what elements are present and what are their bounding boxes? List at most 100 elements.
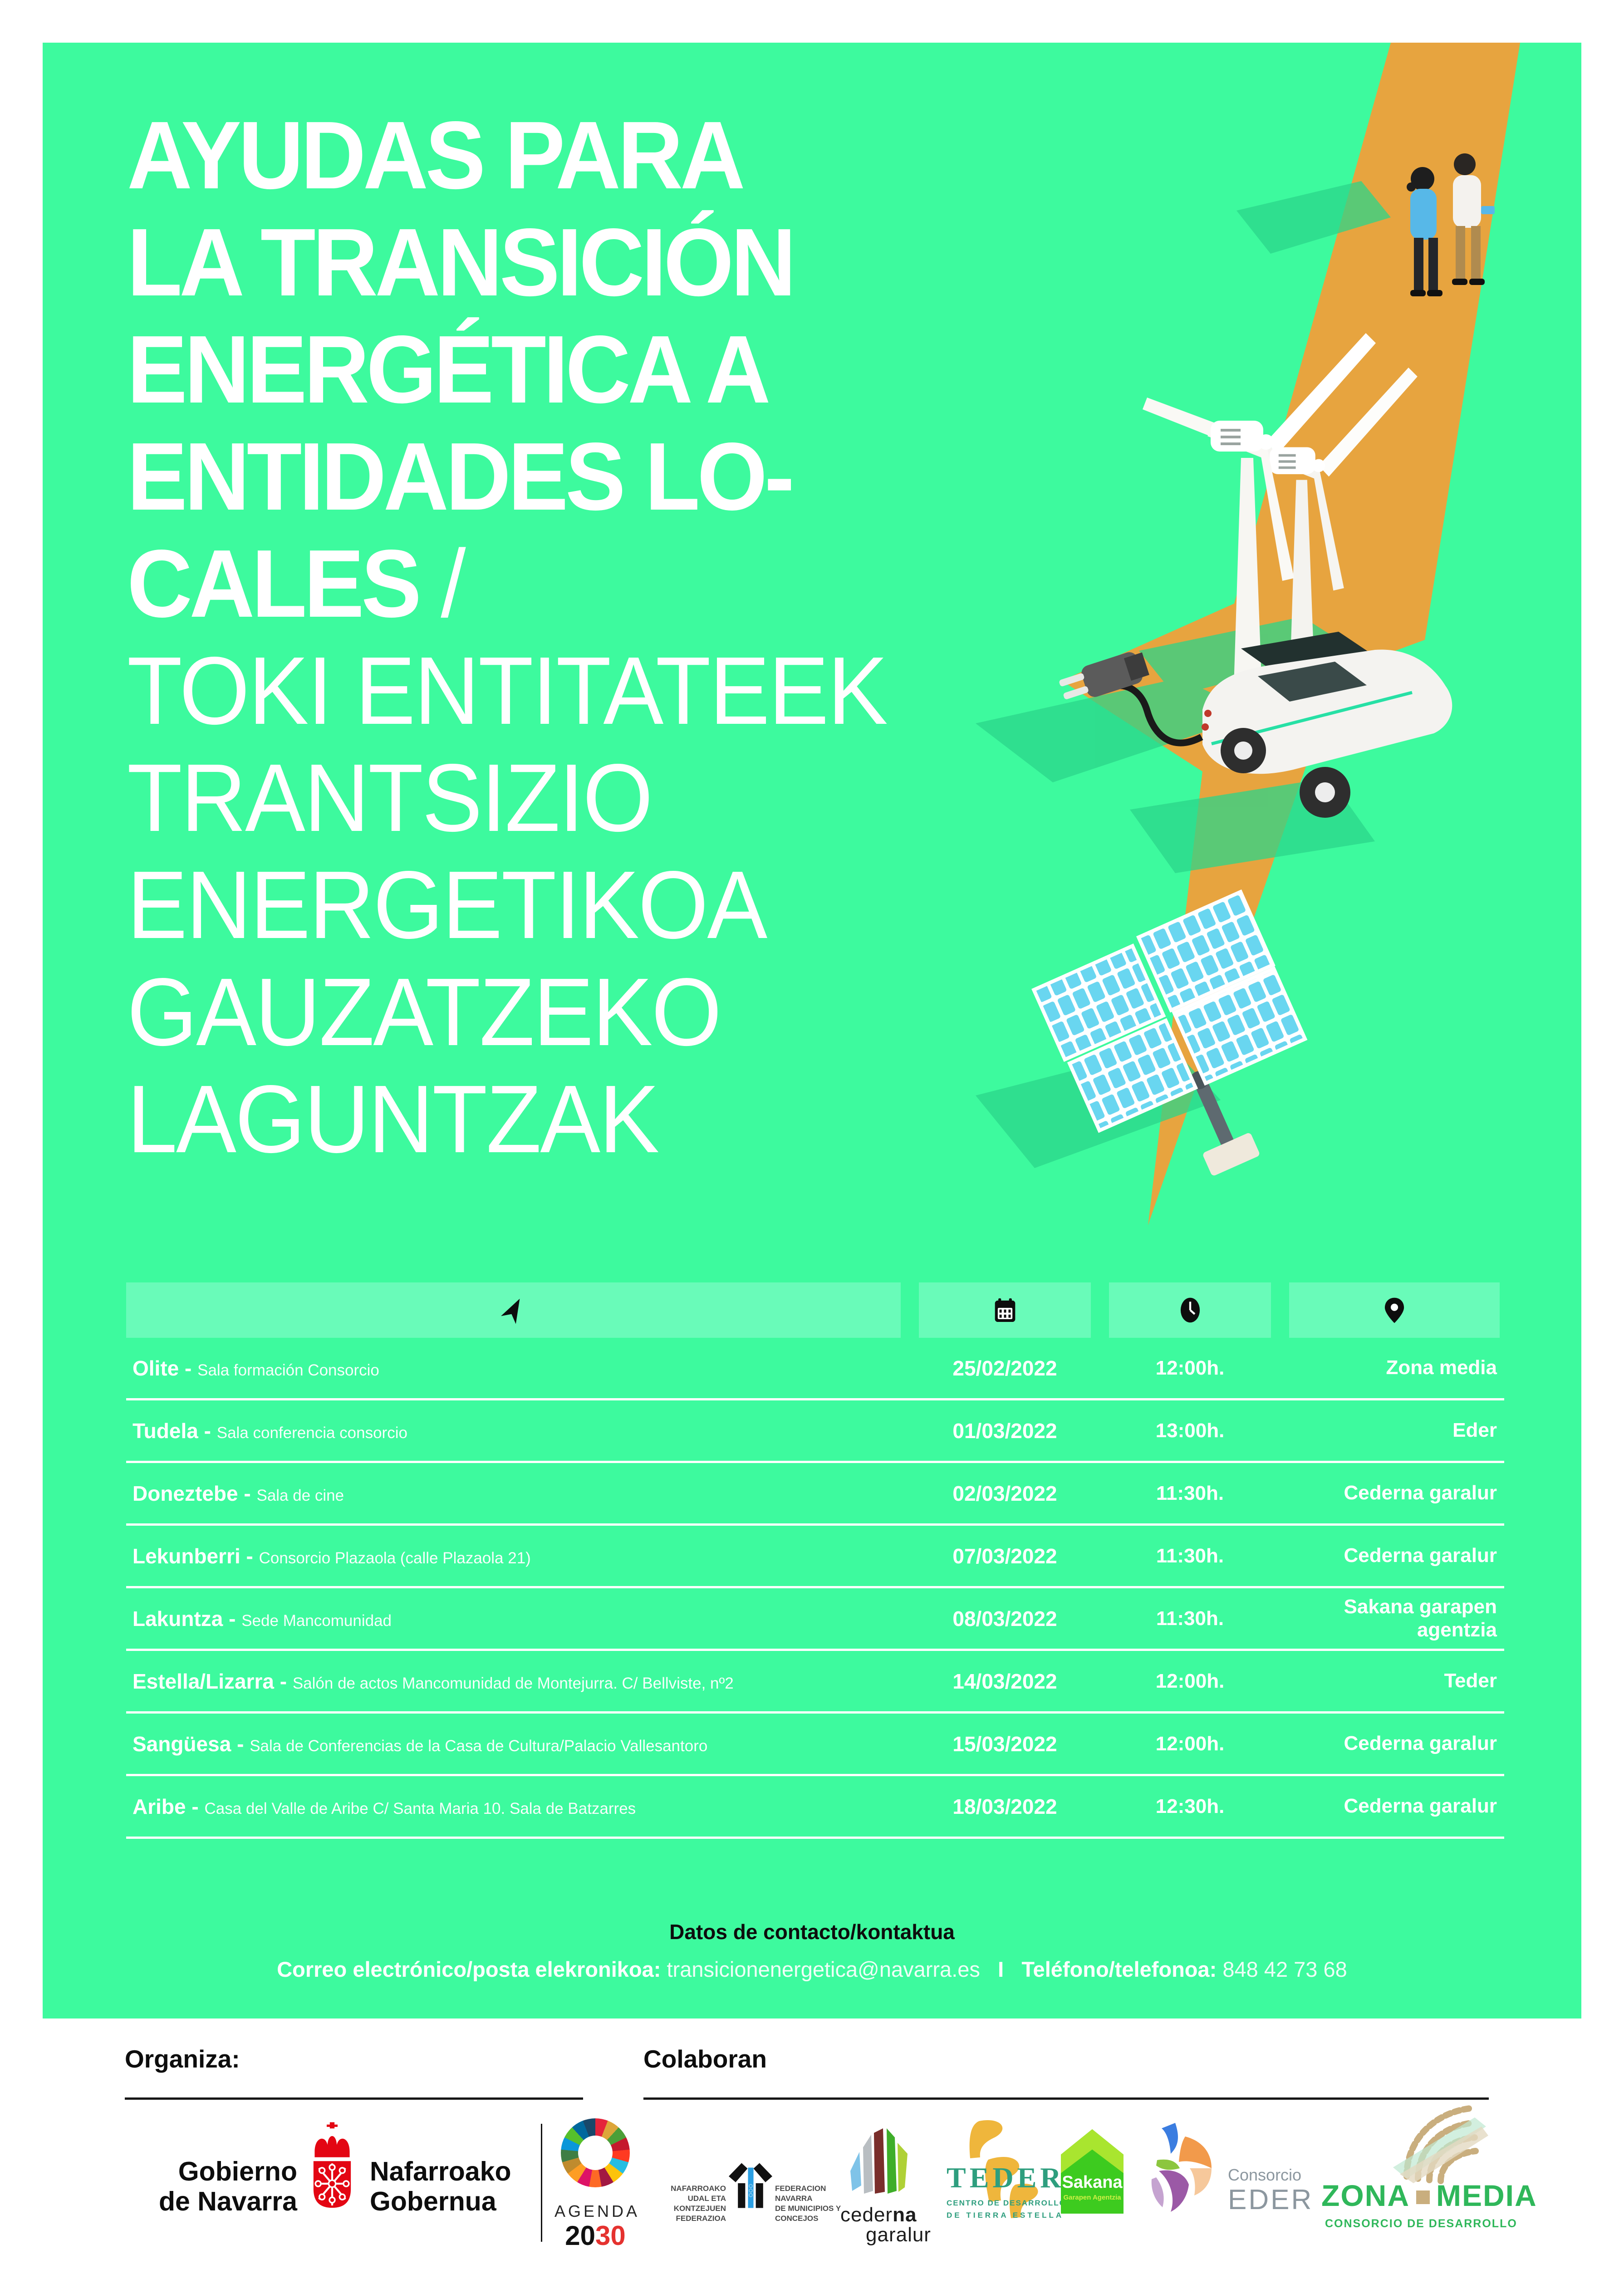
row-location: Estella/Lizarra - Salón de actos Mancomu… (126, 1669, 901, 1694)
fnmc-label-eu: NAFARROAKO UDAL ETA KONTZEJUEN FEDERAZIOA (671, 2184, 726, 2223)
solar-panel-icon (1031, 889, 1308, 1176)
email-value: transicionenergetica@navarra.es (667, 1957, 980, 1981)
organiza-label: Organiza: (125, 2045, 240, 2073)
phone-value: 848 42 73 68 (1222, 1957, 1347, 1981)
energy-transition-illustration (976, 43, 1520, 1225)
row-place: Aribe - (132, 1794, 205, 1818)
fnmc-emblem-icon (729, 2163, 772, 2208)
row-date: 14/03/2022 (952, 1669, 1057, 1693)
row-zone: Teder (1444, 1670, 1497, 1692)
fnmc-label-es: FEDERACION NAVARRA DE MUNICIPIOS Y CONCEJ… (775, 2184, 841, 2223)
logo-divider (541, 2124, 542, 2242)
row-date: 15/03/2022 (952, 1732, 1057, 1756)
row-place: Olite - (132, 1356, 198, 1380)
eder-pinwheel-icon (1151, 2123, 1212, 2212)
row-place: Lakuntza - (132, 1606, 242, 1631)
row-venue: Sala de Conferencias de la Casa de Cultu… (250, 1737, 708, 1755)
title-slash: / (441, 530, 466, 637)
row-zone: Cederna garalur (1344, 1795, 1497, 1817)
eder-label: EDER (1228, 2184, 1314, 2215)
poster-panel: AYUDAS PARA LA TRANSICIÓN ENERGÉTICA A E… (43, 43, 1581, 2019)
table-row: Sangüesa - Sala de Conferencias de la Ca… (126, 1714, 1504, 1776)
header-cell-time (1109, 1282, 1271, 1338)
row-location: Aribe - Casa del Valle de Aribe C/ Santa… (126, 1794, 901, 1819)
row-location: Doneztebe - Sala de cine (126, 1481, 901, 1506)
contact-block: Datos de contacto/kontaktua Correo elect… (43, 1920, 1581, 1982)
row-date: 02/03/2022 (952, 1481, 1057, 1505)
row-place: Doneztebe - (132, 1481, 257, 1505)
electric-car-icon (1059, 632, 1452, 818)
schedule-table: Olite - Sala formación Consorcio 25/02/20… (126, 1282, 1504, 1839)
header-cell-date (919, 1282, 1091, 1338)
contact-divider: I (998, 1957, 1004, 1981)
title-line-eu: LAGUNTZAK (127, 1065, 659, 1173)
sakana-label: Sakana (1062, 2173, 1123, 2192)
row-venue: Consorcio Plazaola (calle Plazaola 21) (259, 1549, 531, 1567)
gobierno-navarra-label: Gobierno de Navarra (158, 2156, 297, 2216)
row-time: 11:30h. (1156, 1482, 1224, 1504)
row-time: 12:00h. (1155, 1670, 1225, 1692)
table-row: Doneztebe - Sala de cine 02/03/2022 11:30h… (126, 1463, 1504, 1526)
zona-media-sub: CONSORCIO DE DESARROLLO (1325, 2217, 1517, 2230)
row-time: 12:30h. (1155, 1795, 1225, 1817)
title-line: CALES / (127, 530, 466, 637)
row-date: 01/03/2022 (952, 1419, 1057, 1443)
sakana-sub: Garapen Agentzia (1063, 2194, 1121, 2201)
row-location: Lakuntza - Sede Mancomunidad (126, 1606, 901, 1631)
table-row: Estella/Lizarra - Salón de actos Mancomu… (126, 1651, 1504, 1714)
row-place: Sangüesa - (132, 1732, 250, 1756)
agenda-2030-year: 2030 (565, 2220, 626, 2251)
table-row: Tudela - Sala conferencia consorcio 01/03… (126, 1400, 1504, 1463)
teder-ribbon-icon (969, 2120, 1038, 2218)
title-line-eu: TOKI ENTITATEEK (127, 637, 888, 744)
title-line-eu: TRANTSIZIO (127, 744, 653, 851)
colaboran-rule (643, 2097, 1489, 2100)
header-cell-location (126, 1282, 901, 1338)
contact-heading: Datos de contacto/kontaktua (669, 1920, 955, 1944)
title-line: ENERGÉTICA A (127, 315, 771, 423)
row-date: 07/03/2022 (952, 1544, 1057, 1568)
row-zone: Zona media (1386, 1356, 1497, 1379)
zona-media-label: ZONA MEDIA (1321, 2179, 1537, 2212)
row-zone: Sakana garapen agentzia (1344, 1595, 1497, 1641)
row-venue: Sala conferencia consorcio (216, 1424, 407, 1442)
teder-label: TEDER (947, 2161, 1065, 2194)
nafarroako-gobernua-label: Nafarroako Gobernua (370, 2156, 511, 2216)
row-time: 11:30h. (1156, 1544, 1224, 1567)
row-location: Olite - Sala formación Consorcio (126, 1356, 901, 1380)
row-venue: Salón de actos Mancomunidad de Montejurr… (292, 1674, 734, 1692)
teder-sub2: DE TIERRA ESTELLA (947, 2211, 1064, 2220)
table-row: Aribe - Casa del Valle de Aribe C/ Santa… (126, 1776, 1504, 1839)
row-venue: Sala de cine (256, 1486, 344, 1504)
plug-icon (1059, 652, 1149, 699)
phone-label: Teléfono/telefonoa: (1021, 1957, 1217, 1981)
title-line-eu: ENERGETIKOA (127, 851, 767, 958)
colaboran-label: Colaboran (643, 2045, 767, 2073)
row-place: Lekunberri - (132, 1544, 259, 1568)
row-venue: Sala formación Consorcio (197, 1361, 379, 1379)
row-zone: Eder (1452, 1419, 1497, 1442)
row-location: Lekunberri - Consorcio Plazaola (calle P… (126, 1544, 901, 1568)
garalur-label: garalur (866, 2224, 931, 2246)
table-row: Lekunberri - Consorcio Plazaola (calle P… (126, 1526, 1504, 1588)
consorcio-label: Consorcio (1228, 2166, 1302, 2184)
people-icon (1407, 153, 1495, 296)
email-label: Correo electrónico/posta elekronikoa: (277, 1957, 661, 1981)
row-time: 13:00h. (1155, 1419, 1225, 1442)
row-date: 08/03/2022 (952, 1606, 1057, 1631)
navigation-icon (500, 1298, 520, 1324)
clock-icon (1180, 1297, 1200, 1323)
organiza-rule (125, 2097, 583, 2100)
title-line: LA TRANSICIÓN (127, 208, 796, 316)
row-zone: Cederna garalur (1344, 1732, 1497, 1755)
row-location: Tudela - Sala conferencia consorcio (126, 1419, 901, 1443)
cederna-stripes-icon (850, 2128, 908, 2194)
row-location: Sangüesa - Sala de Conferencias de la Ca… (126, 1732, 901, 1756)
table-row: Olite - Sala formación Consorcio 25/02/20… (126, 1338, 1504, 1400)
row-venue: Casa del Valle de Aribe C/ Santa Maria 1… (204, 1799, 636, 1817)
row-date: 25/02/2022 (952, 1356, 1057, 1380)
sakana-logo: Sakana Garapen Agentzia (1061, 2129, 1124, 2214)
title-line: ENTIDADES LO- (127, 422, 795, 530)
turbine-shadow (976, 678, 1257, 782)
